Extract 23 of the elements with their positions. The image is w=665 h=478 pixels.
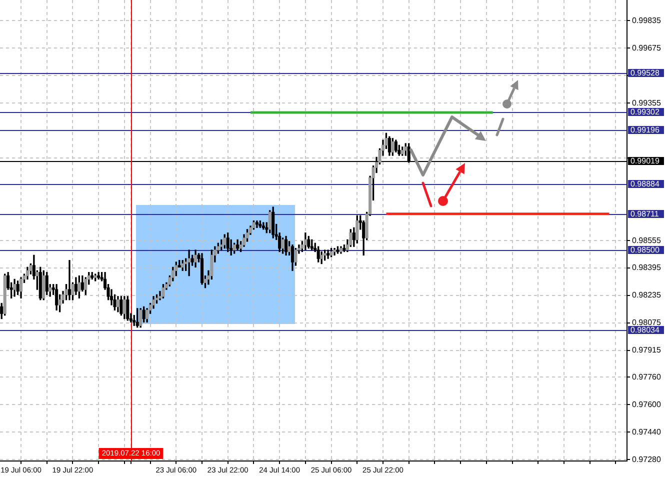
y-tick-label: 0.97915: [632, 346, 662, 355]
ref-line-label: 0.98711: [630, 210, 660, 219]
candlestick: [326, 250, 330, 259]
ref-line-label: 0.98884: [630, 180, 660, 189]
y-tick-label: 0.98235: [632, 290, 662, 300]
ref-line-label: 0.99302: [630, 108, 660, 117]
y-tick-label: 0.98395: [632, 263, 662, 272]
y-tick-label: 0.98075: [632, 318, 662, 328]
candlestick: [68, 260, 72, 300]
y-tick-label: 0.97440: [632, 427, 662, 436]
y-tick-label: 0.99675: [632, 43, 662, 52]
y-tick-label: 0.99835: [632, 16, 662, 25]
y-tick-label: 0.99355: [632, 98, 662, 108]
y-tick-label: 0.98555: [632, 236, 662, 245]
y-tick-label: 0.97280: [632, 454, 662, 464]
ref-line-label: 0.98500: [630, 246, 660, 255]
ref-line-label: 0.99196: [630, 126, 660, 135]
y-tick-label: 0.97760: [632, 372, 662, 382]
ref-line-label: 0.99528: [630, 68, 660, 78]
y-tick-label: 0.97600: [632, 400, 662, 409]
ref-line-label: 0.99019: [630, 156, 660, 166]
ref-line-label: 0.98034: [630, 326, 660, 335]
candlestick: [188, 250, 191, 276]
